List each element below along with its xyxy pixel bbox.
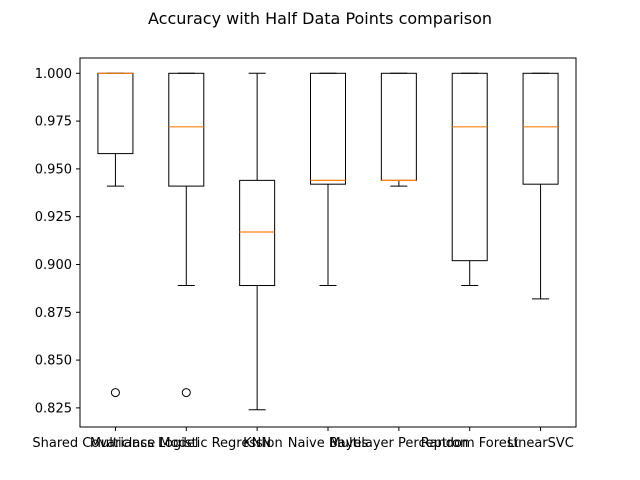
box: [97, 72, 134, 155]
box: [451, 72, 488, 262]
chart-title: Accuracy with Half Data Points compariso…: [148, 9, 492, 28]
outlier-point: [110, 388, 120, 398]
y-tick-label: 0.900: [35, 258, 72, 273]
y-tick-label: 0.925: [35, 210, 72, 225]
x-tick-label: KNN: [243, 436, 271, 451]
x-tick-label: LinearSVC: [507, 436, 574, 451]
y-tick-label: 0.850: [35, 354, 72, 369]
x-tick-label: Random Forest: [421, 436, 519, 451]
box: [522, 72, 559, 185]
x-tick-label: Multiclass Logistic Regression: [90, 436, 283, 451]
x-tick-label: Multilayer Perceptron: [330, 436, 469, 451]
x-tick-label: Shared Covariance Model: [32, 436, 198, 451]
box: [380, 72, 417, 181]
box: [168, 72, 205, 187]
plot-area: 0.825 0.850 0.875 0.900 0.925 0.950 0.975 1.000…: [32, 67, 573, 451]
y-tick-label: 0.825: [35, 401, 72, 416]
box: [310, 72, 346, 185]
y-tick-label: 1.000: [35, 67, 72, 82]
plot-frame: [79, 57, 577, 428]
y-tick-label: 0.950: [35, 162, 72, 177]
y-tick-label: 0.975: [35, 115, 72, 130]
outlier-point: [181, 388, 191, 398]
x-tick-label: Naive Bayes: [288, 436, 369, 451]
y-tick-label: 0.875: [35, 306, 72, 321]
box: [239, 179, 276, 287]
